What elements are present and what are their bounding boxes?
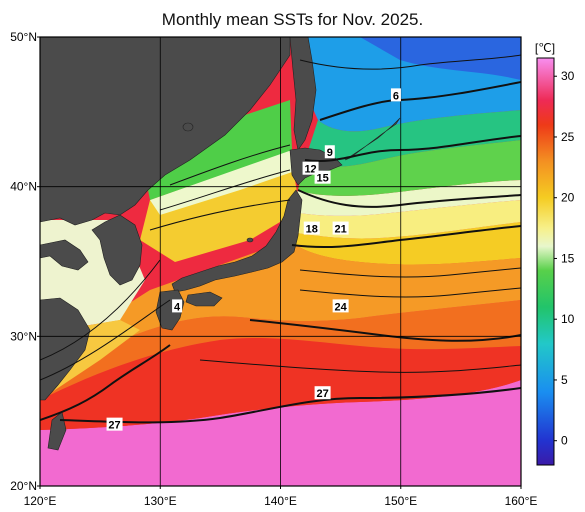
lat-tick-label: 40°N	[10, 180, 37, 194]
colorbar-tick-label: 15	[561, 251, 575, 265]
contour-label-box	[390, 88, 401, 102]
contour-label: 27	[314, 386, 331, 400]
contour-label-box	[106, 417, 123, 431]
contour-label-text: 24	[335, 301, 348, 313]
contour-label: 9	[324, 145, 335, 159]
colorbar-ramp	[536, 57, 555, 466]
contour-label-text: 4	[174, 301, 181, 313]
contour-label-box	[314, 386, 331, 400]
contour-label-text: 6	[393, 90, 399, 102]
contour-label-text: 18	[306, 224, 318, 236]
contour-label: 21	[332, 221, 349, 236]
contour-label-text: 9	[327, 147, 333, 159]
longitude-axis: 120°E 130°E 140°E 150°E 160°E	[24, 486, 538, 508]
lon-tick-label: 120°E	[24, 494, 57, 508]
lat-tick-label: 50°N	[10, 30, 37, 44]
colorbar-tick-label: 0	[561, 434, 568, 448]
lon-tick-label: 160°E	[505, 494, 538, 508]
contour-label-box	[332, 299, 349, 313]
contour-label: 15	[314, 170, 331, 185]
contour-label: 12	[302, 161, 319, 176]
grid-lines	[40, 37, 521, 486]
contour-label: 18	[303, 221, 320, 236]
contour-label-box	[303, 221, 320, 235]
contour-label-box	[302, 161, 319, 175]
contour-label-text: 21	[335, 224, 347, 236]
map-title: Monthly mean SSTs for Nov. 2025.	[161, 10, 424, 29]
contour-label: 4	[172, 299, 183, 313]
contour-label-box	[332, 221, 349, 235]
colorbar: [℃] 30 25 20 15 10 5 0	[535, 41, 575, 466]
contour-label-box	[172, 299, 183, 313]
lat-tick-label: 30°N	[10, 329, 37, 343]
colorbar-tick-label: 10	[561, 312, 575, 326]
lat-tick-label: 20°N	[10, 479, 37, 493]
lon-tick-label: 130°E	[144, 494, 177, 508]
colorbar-tick-label: 20	[561, 191, 575, 205]
land-mass	[40, 37, 401, 451]
colorbar-tick-label: 5	[561, 373, 568, 387]
lon-tick-label: 140°E	[264, 494, 297, 508]
contour-label-box	[314, 170, 331, 184]
contour-label: 27	[106, 417, 123, 432]
contour-label: 24	[332, 299, 349, 313]
contour-label-text: 12	[304, 164, 316, 176]
contour-label-box	[324, 145, 335, 159]
latitude-axis: 50°N 40°N 30°N 20°N	[10, 30, 40, 493]
contour-label: 6	[390, 88, 401, 102]
isotherm-lines	[40, 54, 521, 424]
colorbar-ticks: 30 25 20 15 10 5 0	[554, 69, 575, 448]
colorbar-unit: [℃]	[535, 41, 555, 55]
colorbar-tick-label: 25	[561, 130, 575, 144]
lon-tick-label: 150°E	[384, 494, 417, 508]
contour-label-text: 27	[316, 388, 328, 400]
contour-label-text: 27	[108, 420, 120, 432]
contour-label-text: 15	[316, 173, 328, 185]
colorbar-tick-label: 30	[561, 69, 575, 83]
